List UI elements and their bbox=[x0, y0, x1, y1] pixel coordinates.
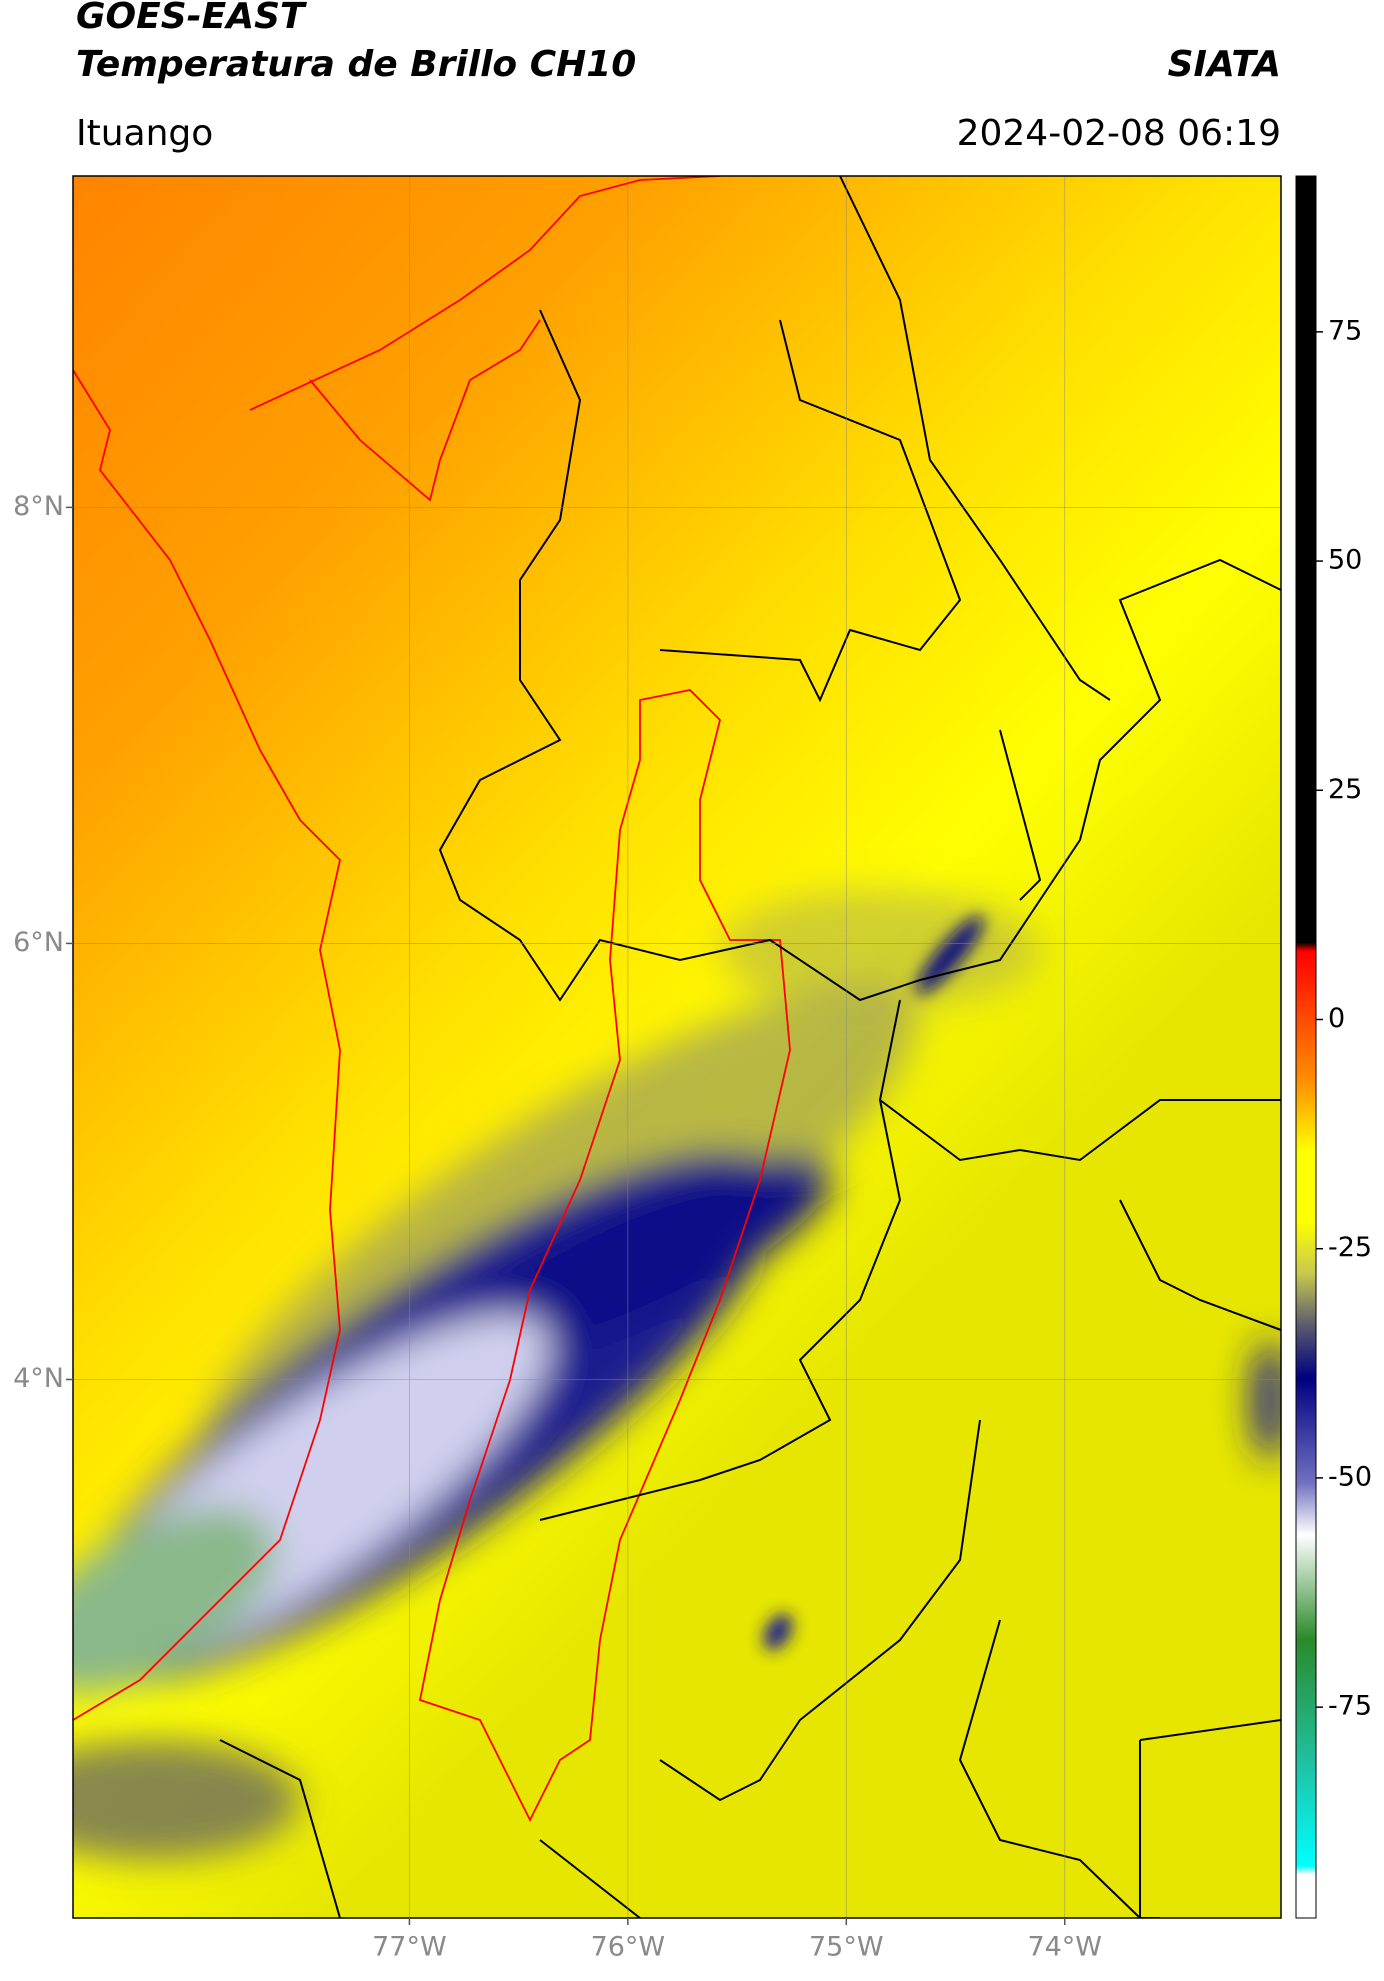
lon-tick-label: 75°W bbox=[809, 1932, 884, 1963]
admin-borders bbox=[219, 176, 1281, 1918]
lon-tick-label: 76°W bbox=[591, 1932, 666, 1963]
region: Ituango bbox=[76, 113, 213, 154]
lon-tick-label: 74°W bbox=[1027, 1932, 1102, 1963]
basin-outline bbox=[418, 689, 791, 1823]
source: GOES-EAST bbox=[76, 0, 307, 37]
colorbar-tick-label: 50 bbox=[1328, 545, 1362, 576]
title: Temperatura de Brillo CH10 bbox=[76, 44, 636, 85]
cloud-field bbox=[73, 890, 1281, 1860]
colorbar-tick-label: -25 bbox=[1328, 1232, 1372, 1263]
coastline bbox=[73, 176, 721, 1721]
lat-tick-label: 6°N bbox=[13, 927, 64, 958]
grid bbox=[73, 176, 1281, 1918]
colorbar-tick-label: 75 bbox=[1328, 315, 1362, 346]
brand: SIATA bbox=[1168, 44, 1281, 85]
map bbox=[73, 176, 1281, 1918]
lon-tick-label: 77°W bbox=[372, 1932, 447, 1963]
colorbar bbox=[1295, 175, 1317, 1919]
map-frame bbox=[72, 175, 1282, 1919]
colorbar-tick-label: -75 bbox=[1328, 1691, 1372, 1722]
colorbar-tick-label: 25 bbox=[1328, 774, 1362, 805]
lat-tick-label: 8°N bbox=[13, 491, 64, 522]
lat-tick-label: 4°N bbox=[13, 1363, 64, 1394]
datetime: 2024-02-08 06:19 bbox=[957, 113, 1281, 154]
colorbar-tick-label: -50 bbox=[1328, 1461, 1372, 1492]
colorbar-tick-label: 0 bbox=[1328, 1003, 1345, 1034]
